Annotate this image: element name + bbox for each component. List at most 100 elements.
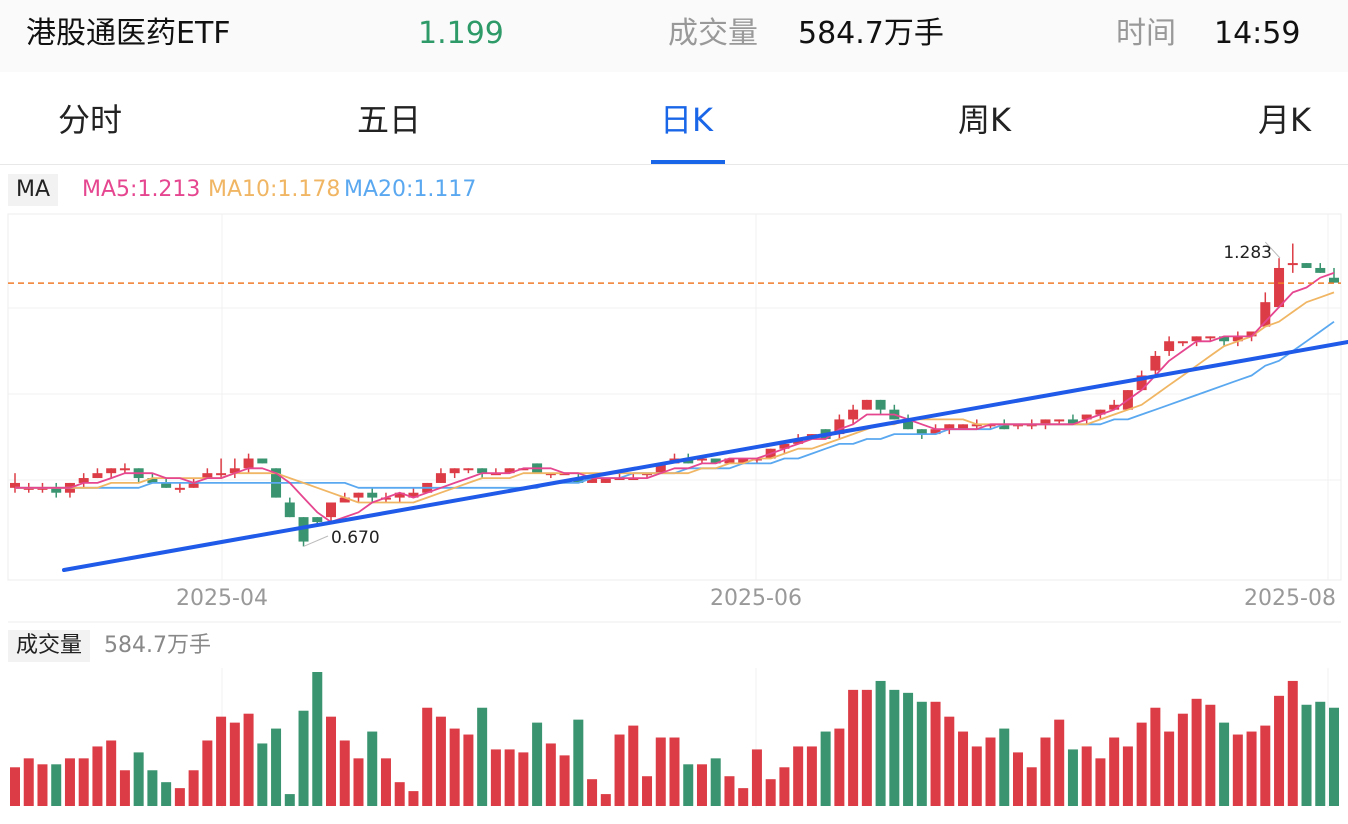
candle-body [848,409,859,420]
volume-bar [1054,719,1065,806]
volume-bar [518,752,529,806]
volume-bar [1081,746,1092,806]
ma5-value: MA5:1.213 [82,177,201,202]
candle-body [724,458,735,464]
candle-body [380,497,391,500]
volume-bar [559,755,570,806]
volume-bar [669,737,680,806]
volume-bar [642,776,653,806]
volume-bar [1315,701,1326,806]
candle-body [1315,267,1326,273]
price-panel-frame [7,213,1342,581]
ma-tag[interactable]: MA [8,174,59,206]
tab-five-day[interactable]: 五日 [357,101,422,139]
volume-bar [1122,746,1133,806]
candle-body [119,468,130,471]
candle-body [751,458,762,461]
volume-bar [10,767,20,806]
candles [10,243,1339,547]
candle-body [1191,336,1202,342]
volume-bar [971,746,982,806]
candle-body [367,492,378,498]
candle-body [559,473,570,476]
candle-body [435,473,446,483]
candle-body [161,482,172,488]
volume-bar [504,749,515,806]
candle-body [1026,424,1037,427]
volume-bar [133,752,144,806]
candle-body [147,478,158,483]
candle-body [545,473,556,476]
ma10-value: MA10:1.178 [208,177,341,202]
candle-body [930,429,941,435]
tab-intraday[interactable]: 分时 [58,101,123,139]
candle-body [999,424,1010,430]
candle-body [449,468,460,474]
candle-body [10,482,20,488]
candle-body [106,468,117,474]
volume-bar [806,746,817,806]
high-annotation-leader [1264,241,1281,259]
volume-bar [683,764,694,806]
candle-body [216,473,227,476]
volume-bar [353,758,364,806]
candle-body [875,399,886,410]
candle-body [1081,414,1092,420]
volume-bar [380,758,391,806]
low-annotation-leader [303,535,329,547]
volume-bar [298,710,309,806]
candle-body [861,399,872,410]
volume-bar [1164,731,1175,806]
volume-bar [573,719,584,806]
chart-overlay: 1.283 0.670 [8,241,1348,572]
volume-bar [394,782,405,806]
volume-value: 584.7万手 [798,16,944,51]
volume-bar [944,716,955,806]
volume-bar [1040,737,1051,806]
volume-tag[interactable]: 成交量 [8,630,91,662]
candle-body [985,424,996,427]
volume-bar [848,689,859,806]
tab-daily-k[interactable]: 日K [660,101,713,139]
candle-body [655,463,666,474]
volume-bar [710,758,721,806]
tab-monthly-k[interactable]: 月K [1258,101,1311,139]
candle-body [1109,404,1120,410]
volume-bar [1219,722,1230,806]
volume-bar [1109,737,1120,806]
candle-body [696,458,707,461]
volume-bar [202,740,213,806]
candle-body [944,424,955,430]
tab-weekly-k[interactable]: 周K [958,101,1011,139]
x-tick-label: 2025-08 [1244,586,1336,611]
volume-bar [435,716,446,806]
candle-body [779,443,790,449]
candle-body [188,482,199,488]
volume-label: 成交量 [668,16,758,51]
volume-bars [10,672,1339,806]
volume-bar [724,776,735,806]
candle-body [518,468,529,471]
volume-bar [1329,707,1339,806]
candle-body [600,478,611,483]
candle-body [834,419,845,435]
candle-body [408,492,419,498]
candle-body [353,492,364,498]
volume-bar [834,728,845,806]
volume-bar [985,737,996,806]
chart-grid [7,213,1342,808]
security-name: 港股通医药ETF [26,16,231,51]
volume-bar [532,722,543,806]
candle-body [257,458,268,464]
candle-body [1095,409,1106,415]
volume-bar [216,716,227,806]
low-annotation: 0.670 [331,528,380,548]
volume-bar [477,707,488,806]
candle-body [229,468,240,474]
candle-body [92,473,103,479]
candle-body [614,478,625,481]
x-tick-label: 2025-04 [176,586,268,611]
volume-legend-value: 584.7万手 [104,633,211,658]
volume-bar [765,779,776,806]
